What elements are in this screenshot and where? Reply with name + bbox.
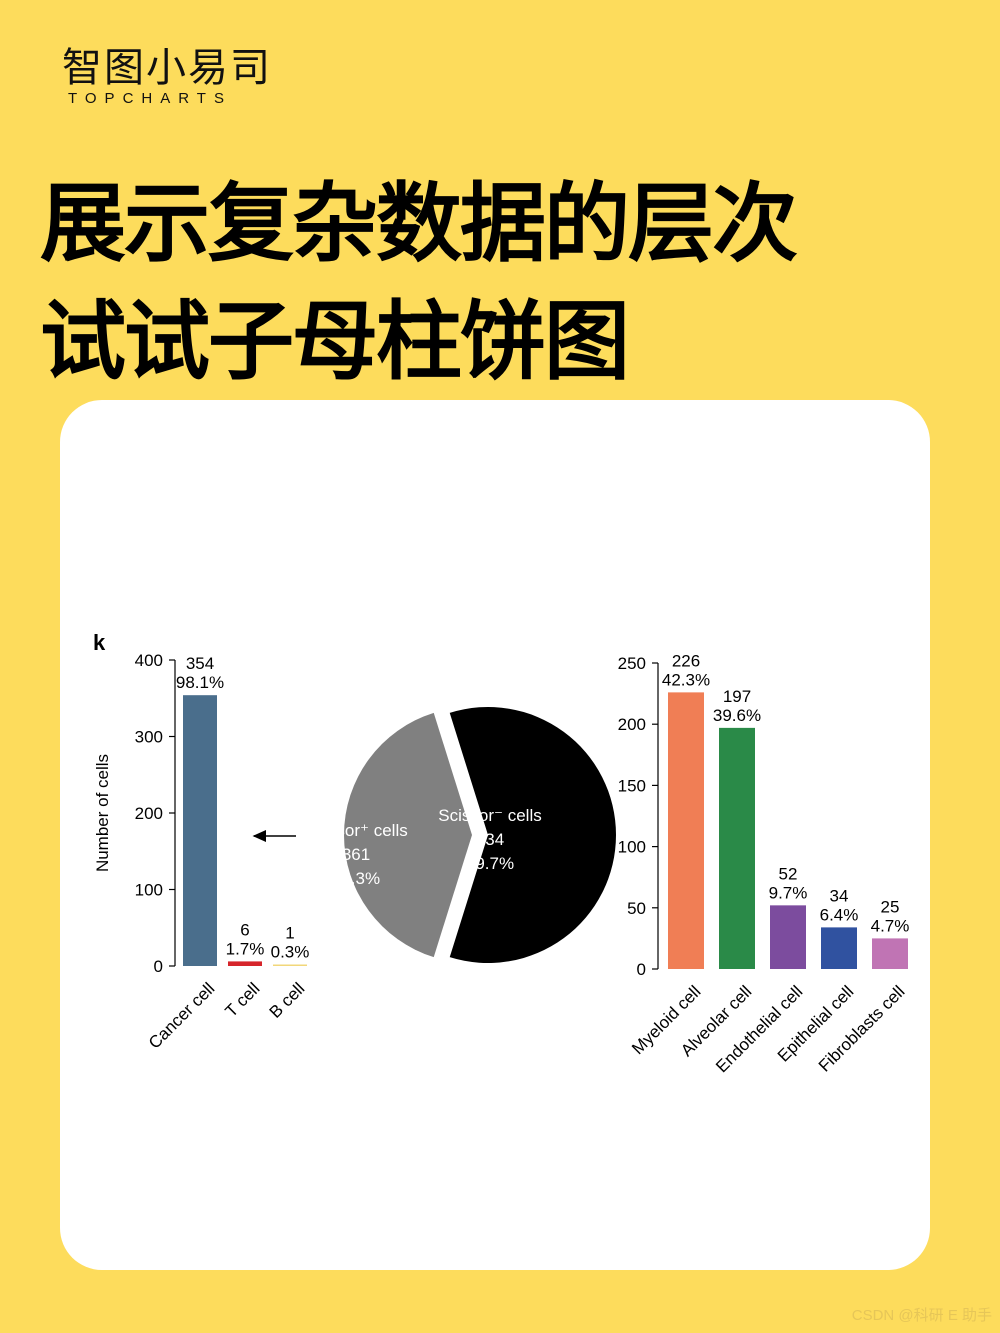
left-percent-label: 0.3% [271, 943, 310, 962]
right-percent-label: 39.6% [713, 706, 761, 725]
left-value-label: 354 [186, 654, 214, 673]
left-bar [273, 964, 307, 966]
right-bar [821, 927, 857, 969]
pie-slice [449, 707, 616, 963]
pie-slice-value: 534 [476, 830, 504, 849]
page-title: 展示复杂数据的层次 试试子母柱饼图 [40, 165, 798, 401]
pie-slice-percent: 40.3% [332, 869, 380, 888]
panel-label: k [93, 630, 106, 655]
left-value-label: 6 [240, 920, 249, 939]
brand-logo: 智图小易司 TOPCHARTS [62, 44, 272, 107]
left-y-tick-label: 100 [135, 881, 163, 900]
pie-slice-percent: 59.7% [466, 854, 514, 873]
left-category-label: B cell [266, 979, 309, 1022]
brand-name-cn: 智图小易司 [62, 45, 272, 91]
right-value-label: 34 [830, 886, 849, 905]
right-bar [872, 938, 908, 969]
right-bar [719, 727, 755, 969]
right-y-tick-label: 150 [618, 776, 646, 795]
right-value-label: 197 [723, 687, 751, 706]
left-value-label: 1 [285, 924, 294, 943]
right-percent-label: 6.4% [820, 905, 859, 924]
title-line-1: 展示复杂数据的层次 [40, 174, 798, 274]
left-y-tick-label: 400 [135, 651, 163, 670]
right-bar [770, 905, 806, 969]
right-value-label: 226 [672, 651, 700, 670]
right-y-tick-label: 50 [627, 899, 646, 918]
right-y-tick-label: 100 [618, 838, 646, 857]
left-percent-label: 98.1% [176, 673, 224, 692]
right-percent-label: 9.7% [769, 883, 808, 902]
pie-slice-label: Scissor⁻ cells [438, 806, 541, 825]
left-y-axis-label: Number of cells [93, 754, 112, 872]
right-percent-label: 4.7% [871, 916, 910, 935]
right-bar [668, 692, 704, 969]
watermark: CSDN @科研 E 助手 [851, 1307, 992, 1324]
left-y-tick-label: 300 [135, 728, 163, 747]
right-value-label: 25 [881, 897, 900, 916]
left-bar [183, 695, 217, 966]
brand-name-en: TOPCHARTS [68, 90, 232, 107]
pie-slice-label: Scissor⁺ cells [304, 821, 407, 840]
right-y-tick-label: 200 [618, 715, 646, 734]
right-category-label: Endothelial cell [712, 982, 806, 1076]
pie-slice [343, 712, 472, 958]
left-category-label: T cell [222, 979, 264, 1021]
right-y-tick-label: 0 [637, 960, 646, 979]
title-line-2: 试试子母柱饼图 [40, 292, 630, 392]
left-percent-label: 1.7% [226, 939, 265, 958]
left-y-tick-label: 200 [135, 804, 163, 823]
right-percent-label: 42.3% [662, 670, 710, 689]
left-category-label: Cancer cell [145, 979, 219, 1053]
chart-card: k 0 100 200 300 400 354 98.1% Cancer cell 6 1.7% T … [60, 400, 930, 1270]
right-y-tick-label: 250 [618, 654, 646, 673]
left-bar [228, 961, 262, 966]
left-y-tick-label: 0 [154, 957, 163, 976]
pie-slice-value: 361 [342, 845, 370, 864]
right-value-label: 52 [779, 864, 798, 883]
